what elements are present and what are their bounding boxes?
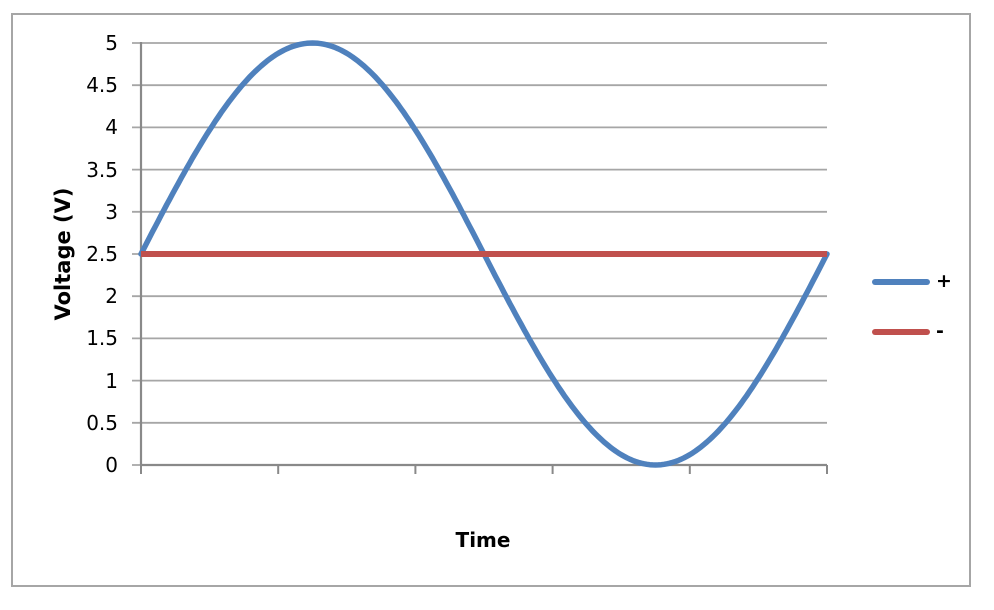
y-tick-label: 1: [105, 368, 118, 393]
legend-label-plus: +: [936, 270, 952, 292]
y-tick-label: 4.5: [86, 73, 118, 98]
legend-swatch-plus: [872, 278, 930, 285]
y-tick-label: 4: [105, 115, 118, 140]
y-tick-label: 1.5: [86, 326, 118, 351]
y-tick-label: 0.5: [86, 410, 118, 435]
y-tick-label: 2.5: [86, 242, 118, 266]
y-tick-label: 2: [105, 284, 118, 309]
legend-swatch-minus: [872, 328, 930, 335]
x-axis-title: Time: [455, 528, 511, 552]
legend-label-minus: -: [936, 320, 944, 342]
legend-item-plus: +: [872, 272, 952, 291]
y-tick-label: 3.5: [86, 157, 118, 182]
y-tick-label: 5: [105, 31, 118, 55]
y-axis-title: Voltage (V): [51, 187, 75, 321]
legend-item-minus: -: [872, 322, 944, 341]
y-tick-label: 3: [105, 199, 118, 224]
y-tick-label: 0: [105, 453, 118, 477]
chart-outer-border: [11, 13, 971, 587]
